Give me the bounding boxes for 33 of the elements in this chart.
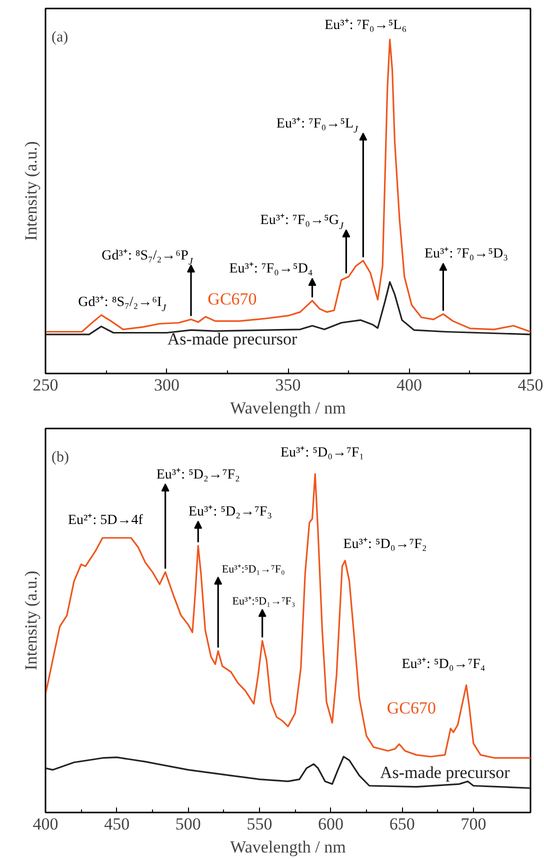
annotation: Eu²⁺: 5D→4f [68,513,144,528]
x-tick-label: 250 [32,376,58,394]
annotation: Eu³⁺: ⁵D₀→⁷F₁ [280,445,364,460]
chart-title: (b) [52,450,69,466]
y-axis-title: Intensity (a.u.) [22,570,40,670]
x-tick-label: 400 [396,376,422,394]
x-tick-label: 600 [318,814,344,834]
series-label: GC670 [208,289,257,308]
x-tick-label: 350 [275,376,301,394]
series-label: As-made precursor [167,329,298,348]
annotation: Eu³⁺: ⁷F₀→⁵D₄ [229,262,313,277]
annotation: Eu³⁺: ⁵D₀→⁷F₂ [343,536,427,552]
annotation: Eu³⁺: ⁵D₀→⁷F₄ [402,656,486,672]
annotation: Eu³⁺: ⁵D₂→⁷F₃ [188,504,272,520]
x-tick-label: 450 [104,814,130,834]
annotation: Eu³⁺: ⁷F₀→⁵L₆ [324,18,407,33]
annotation: Eu³⁺:⁵D₁→⁷F₀ [222,563,285,576]
annotation: Eu³⁺:⁵D₁→⁷F₃ [232,596,296,608]
chart-title: (a) [52,30,68,46]
x-tick-label: 650 [389,814,415,834]
x-tick-label: 500 [175,814,201,834]
x-axis-title: Wavelength / nm [230,398,346,418]
series-label: As-made precursor [380,763,510,782]
x-tick-label: 400 [32,814,58,834]
annotation: Eu³⁺: ⁵D₂→⁷F₂ [156,467,240,482]
x-tick-label: 300 [154,376,180,394]
x-tick-label: 550 [246,814,272,834]
x-tick-label: 450 [518,376,544,394]
series-label: GC670 [386,698,436,718]
y-axis-title: Intensity (a.u.) [22,141,40,241]
x-tick-label: 700 [460,814,486,834]
annotation: Eu³⁺: ⁷F₀→⁵D₃ [424,246,508,262]
x-axis-title: Wavelength / nm [230,838,346,856]
